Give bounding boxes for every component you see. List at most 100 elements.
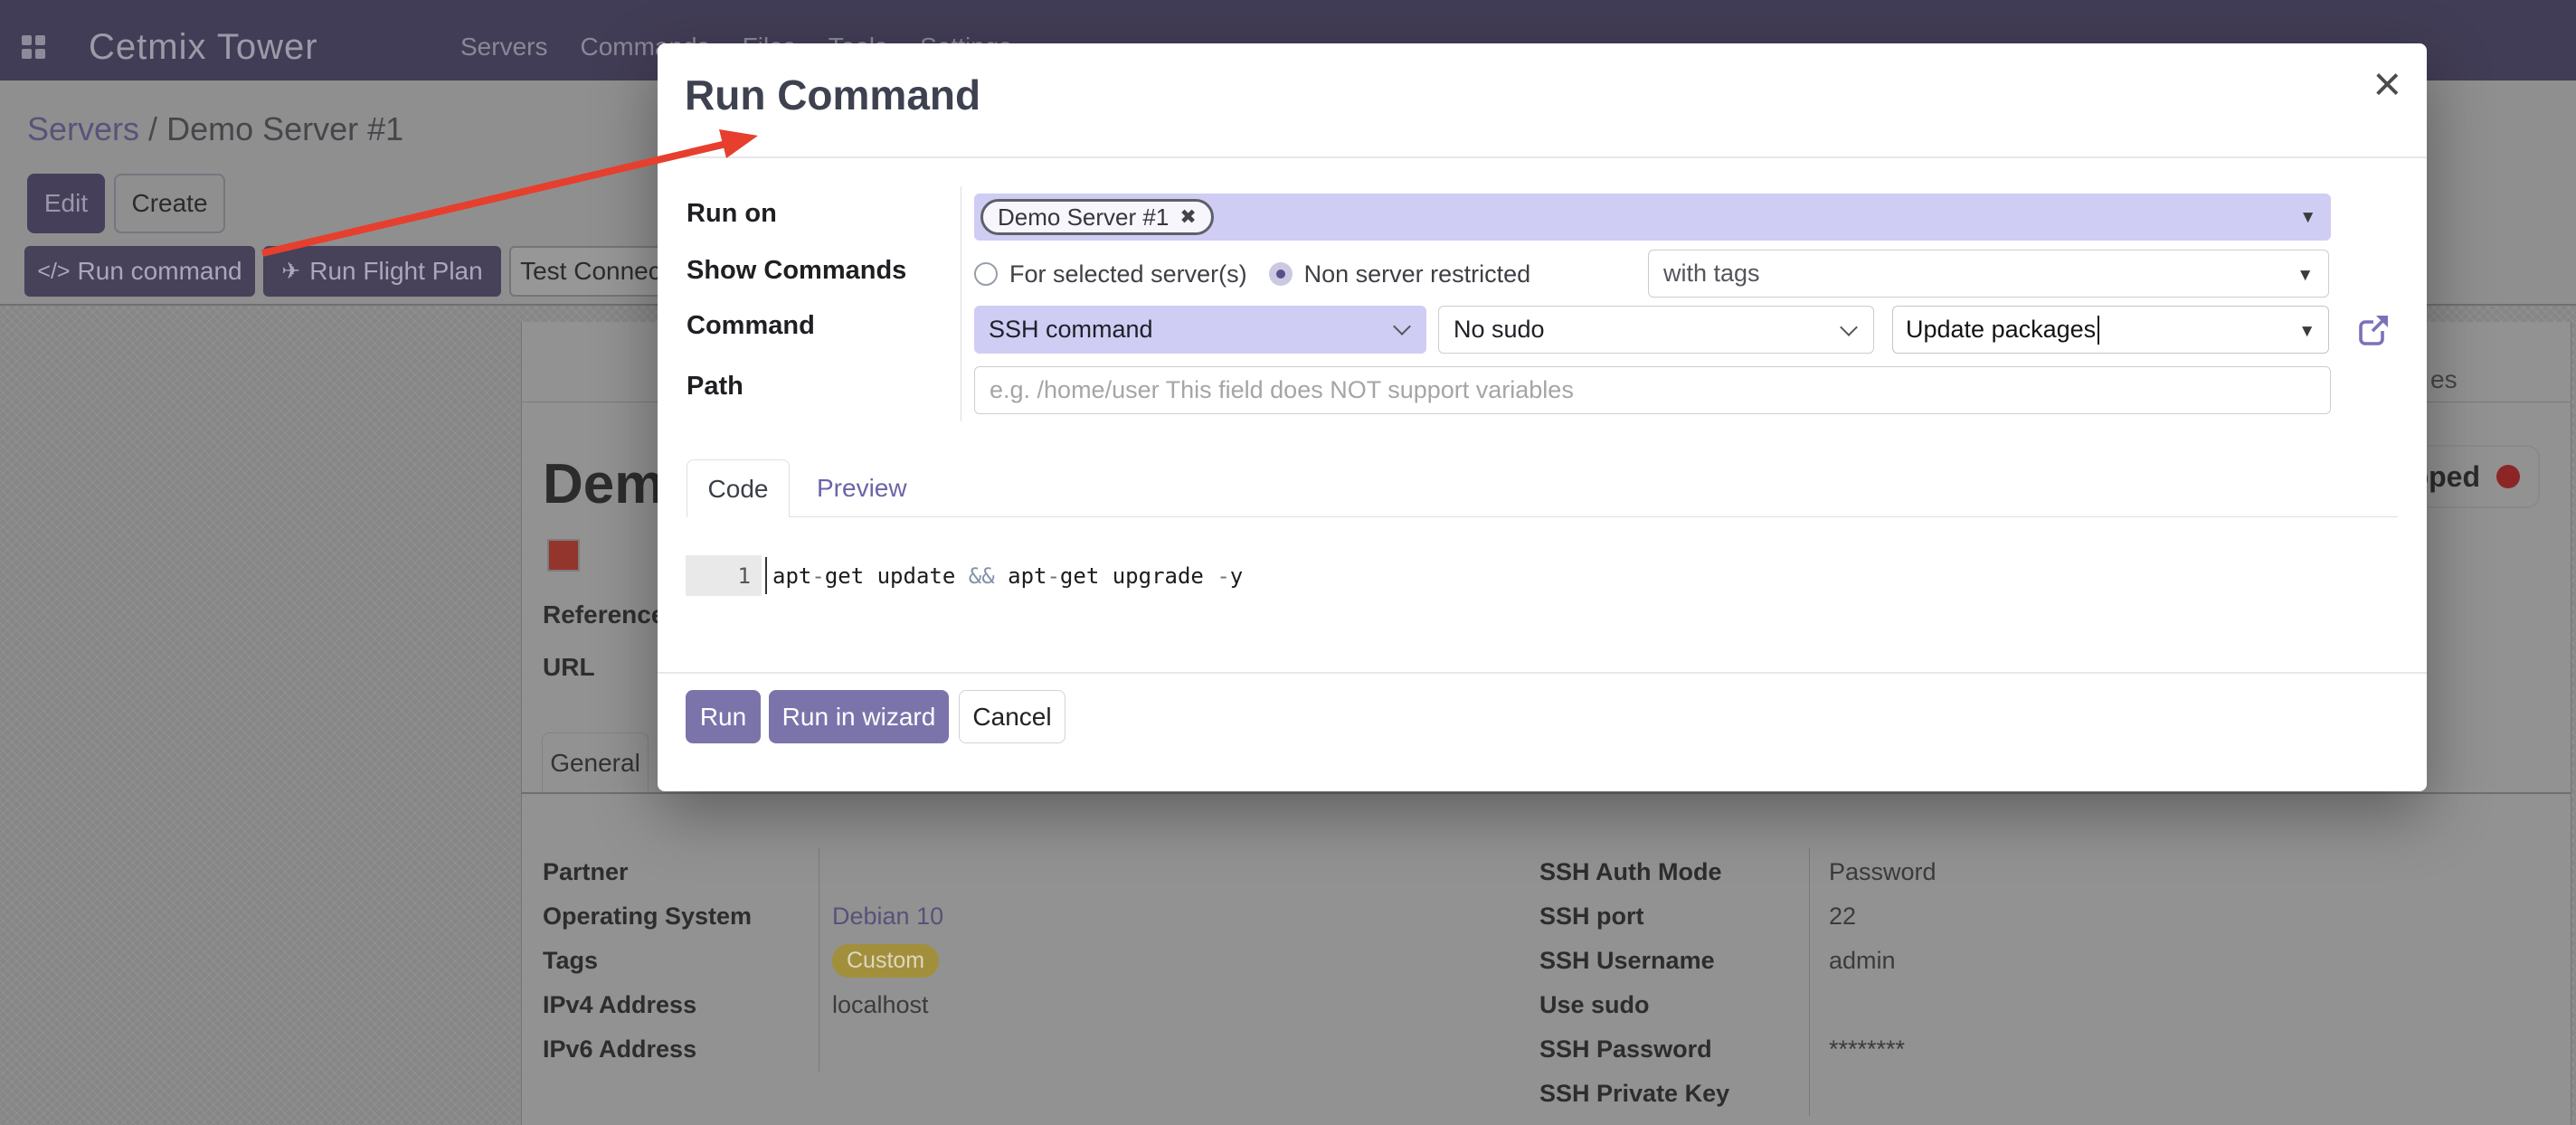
modal-title: Run Command (685, 71, 981, 118)
field-row: SSH port 22 (1539, 894, 1856, 939)
sudo-select[interactable]: No sudo (1438, 306, 1874, 354)
remove-tag-icon[interactable]: ✖ (1179, 205, 1197, 228)
field-label: IPv6 Address (543, 1035, 697, 1063)
field-row: IPv4 Address localhost (543, 983, 929, 1027)
path-label: Path (687, 372, 743, 401)
field-value[interactable]: Debian 10 (832, 903, 944, 930)
field-label: SSH Password (1539, 1035, 1712, 1063)
breadcrumb-separator: / (148, 110, 158, 147)
run-in-wizard-button[interactable]: Run in wizard (769, 690, 949, 743)
modal-footer-divider (658, 672, 2427, 674)
field-row: Tags Custom (543, 939, 940, 983)
chevron-down-icon (1393, 317, 1411, 336)
run-on-multiselect[interactable]: Demo Server #1 ✖ ▼ (974, 194, 2331, 241)
chatter-text-fragment[interactable]: es (2430, 365, 2458, 393)
field-row: Partner (543, 850, 832, 894)
caret-down-icon: ▼ (2297, 266, 2314, 285)
code-token: && (968, 562, 995, 589)
field-value: ******** (1829, 1035, 1906, 1063)
modal-header-divider (658, 156, 2427, 158)
text-cursor (2098, 315, 2100, 345)
plane-icon: ✈ (281, 259, 301, 284)
breadcrumb-servers-link[interactable]: Servers (27, 110, 140, 147)
breadcrumb: Servers / Demo Server #1 (27, 110, 403, 148)
code-token: - (811, 562, 825, 589)
code-token: - (1217, 562, 1230, 589)
code-token: - (1046, 562, 1060, 589)
notebook-tabs-divider (521, 792, 2571, 794)
code-token: get upgrade (1059, 562, 1217, 589)
field-label: SSH Auth Mode (1539, 858, 1722, 885)
field-row: Use sudo (1539, 983, 1829, 1027)
close-icon[interactable]: × (2372, 57, 2401, 111)
reference-label: Reference (543, 600, 666, 629)
field-label: SSH Private Key (1539, 1080, 1730, 1107)
sudo-value: No sudo (1454, 316, 1545, 343)
code-editor-line[interactable]: apt - get update && apt - get upgrade -y (772, 555, 1243, 596)
field-row: Operating System Debian 10 (543, 894, 943, 939)
code-editor-cursor (765, 557, 767, 594)
field-row: SSH Password ******** (1539, 1027, 1905, 1072)
run-command-modal: Run Command × Run on Show Commands Comma… (658, 43, 2427, 791)
status-dot-icon (2496, 465, 2520, 488)
code-token: apt (994, 562, 1047, 589)
path-input[interactable]: e.g. /home/user This field does NOT supp… (974, 366, 2331, 414)
app-brand[interactable]: Cetmix Tower (89, 27, 318, 67)
radio-option-1[interactable]: Non server restricted (1268, 260, 1531, 288)
field-row: SSH Auth Mode Password (1539, 850, 1937, 894)
command-name-value: Update packages (1906, 316, 2097, 343)
tab-preview[interactable]: Preview (817, 474, 907, 502)
field-label: Operating System (543, 903, 753, 930)
field-row: IPv6 Address (543, 1027, 832, 1072)
chevron-down-icon (1840, 318, 1858, 336)
external-link-icon[interactable] (2354, 313, 2391, 349)
code-token: y (1229, 562, 1244, 589)
show-commands-radio-group: For selected server(s) Non server restric… (974, 250, 1530, 298)
field-row: SSH Username admin (1539, 939, 1896, 983)
with-tags-select[interactable]: with tags ▼ (1648, 250, 2329, 298)
radio-selected-icon[interactable] (1268, 262, 1293, 286)
run-command-button[interactable]: </> Run command (24, 246, 255, 297)
nav-item-servers[interactable]: Servers (460, 33, 548, 61)
run-flight-plan-label: Run Flight Plan (309, 257, 483, 285)
command-type-select[interactable]: SSH command (974, 306, 1426, 354)
field-label: Use sudo (1539, 991, 1650, 1018)
path-placeholder: e.g. /home/user This field does NOT supp… (990, 376, 1574, 403)
modal-tabs-divider (687, 516, 2398, 517)
code-token: apt (772, 562, 812, 589)
show-commands-label: Show Commands (687, 256, 907, 285)
radio-option-label: For selected server(s) (1009, 260, 1247, 288)
caret-down-icon[interactable]: ▼ (2299, 208, 2316, 227)
command-name-input[interactable]: Update packages ▼ (1892, 306, 2329, 354)
radio-unselected-icon[interactable] (974, 262, 998, 286)
apps-grid-icon[interactable] (22, 35, 45, 59)
radio-option-0[interactable]: For selected server(s) (974, 260, 1247, 288)
command-type-value: SSH command (989, 316, 1153, 343)
field-value: localhost (832, 991, 929, 1018)
right-column-separator (1809, 848, 1810, 1116)
field-value: Custom (832, 944, 940, 978)
code-line-number: 1 (686, 555, 762, 596)
edit-button[interactable]: Edit (27, 174, 105, 233)
code-icon: </> (37, 258, 71, 284)
server-color-swatch[interactable] (547, 539, 580, 572)
field-value: Password (1829, 858, 1937, 885)
tab-code[interactable]: Code (687, 459, 790, 517)
run-command-label: Run command (77, 257, 242, 285)
field-label: Tags (543, 947, 599, 974)
create-button[interactable]: Create (114, 174, 225, 233)
caret-down-icon: ▼ (2298, 322, 2316, 341)
field-label: Partner (543, 858, 629, 885)
radio-option-label: Non server restricted (1303, 260, 1531, 288)
code-token: get update (824, 562, 969, 589)
field-row: SSH Private Key (1539, 1072, 1829, 1116)
run-button[interactable]: Run (686, 690, 761, 743)
run-flight-plan-button[interactable]: ✈ Run Flight Plan (263, 246, 501, 297)
tab-general[interactable]: General (542, 733, 649, 792)
url-label: URL (543, 653, 595, 681)
with-tags-value: with tags (1663, 260, 1760, 287)
breadcrumb-current: Demo Server #1 (166, 110, 404, 147)
server-tag-pill: Demo Server #1 ✖ (980, 199, 1214, 235)
cancel-button[interactable]: Cancel (959, 690, 1065, 743)
